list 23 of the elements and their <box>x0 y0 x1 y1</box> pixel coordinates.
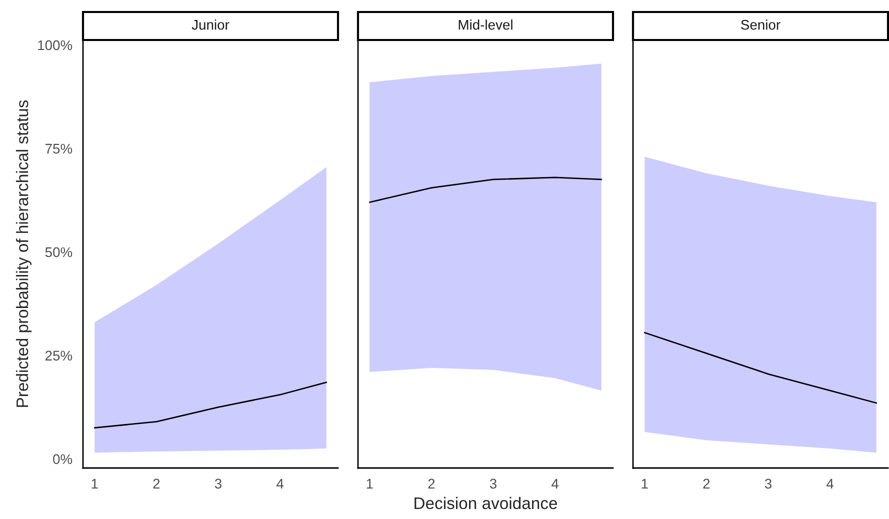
x-tick-label: 2 <box>703 478 710 488</box>
chart-title: Junior <box>192 20 230 30</box>
x-tick-label: 1 <box>92 478 98 488</box>
chart-title: Senior <box>741 20 780 30</box>
x-tick-label: 4 <box>552 478 558 488</box>
x-tick-label: 2 <box>428 478 435 488</box>
x-tick-label: 3 <box>764 478 772 489</box>
y-tick-label: 75% <box>46 144 72 154</box>
y-tick-label: 100% <box>38 40 72 50</box>
x-tick-label: 1 <box>366 478 373 488</box>
y-tick-label: 50% <box>45 247 72 258</box>
x-tick-label: 3 <box>214 478 222 489</box>
line-series <box>94 382 328 429</box>
chart-title: Mid-level <box>458 20 512 30</box>
y-tick-label: 0% <box>53 454 72 464</box>
x-tick-label: 2 <box>153 478 160 488</box>
x-tick-label: 1 <box>642 478 648 488</box>
x-axis-title: Decision avoidance <box>414 496 558 510</box>
x-tick-label: 3 <box>490 478 496 489</box>
x-tick-label: 4 <box>826 478 834 488</box>
y-tick-label: 25% <box>45 350 72 361</box>
x-tick-label: 4 <box>276 478 284 488</box>
y-axis-title: Predicted probability of hierarchical status <box>16 100 32 407</box>
